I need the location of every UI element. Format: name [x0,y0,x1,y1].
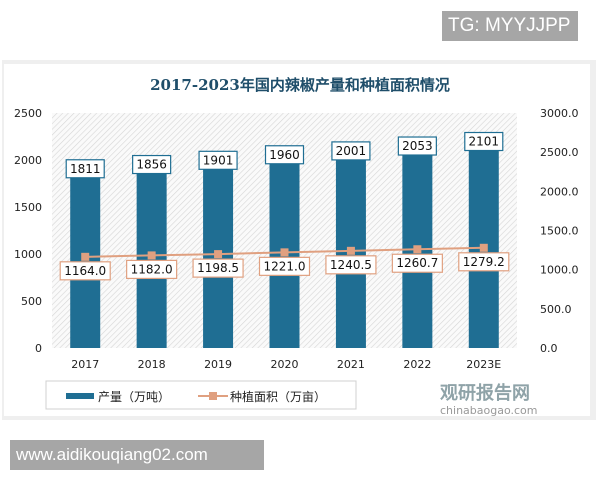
x-tick: 2021 [337,358,365,371]
y-right-tick: 3000.0 [540,107,579,120]
line-label: 1279.2 [463,255,505,269]
bar-label: 1856 [136,158,167,172]
x-tick: 2022 [403,358,431,371]
line-marker [413,245,422,254]
y-right-tick: 500.0 [540,303,572,316]
line-label: 1260.7 [396,256,438,270]
line-label-box [391,253,443,273]
bar-label: 2001 [336,144,367,158]
y-right-tick: 2500.0 [540,146,579,159]
legend-line-label: 种植面积（万亩） [230,389,326,404]
bar-label-box [198,150,238,170]
y-left-tick: 1000 [14,248,42,261]
bar-label: 2053 [402,139,433,153]
line-label: 1164.0 [64,264,106,278]
legend-bar-swatch [66,393,94,399]
watermark-bottom: www.aidikouqiang02.com [10,440,264,470]
line-marker [147,251,156,260]
logo-text: 观研报告网 [440,382,530,404]
line-marker [346,246,355,255]
legend-bar-label: 产量（万吨） [98,390,170,404]
line-marker [81,252,90,261]
y-right-tick: 1000.0 [540,264,579,277]
line-label: 1240.5 [330,258,372,272]
bar-label: 2101 [469,135,500,149]
watermark-top: TG: MYYJJPP [442,11,578,41]
bar-label: 1901 [203,153,234,167]
y-left-tick: 500 [21,295,42,308]
y-left-tick: 1500 [14,201,42,214]
logo-sub: chinabaogao.com [440,404,538,417]
bar-label-box [397,136,437,156]
x-tick: 2023E [466,358,501,371]
bar-label: 1960 [269,148,300,162]
line-marker [479,243,488,252]
line-label: 1198.5 [197,261,239,275]
line-label-box [59,261,111,281]
y-right-tick: 0.0 [540,342,558,355]
bar-label-box [264,145,305,165]
y-right-tick: 2000.0 [540,185,579,198]
line-label-box [325,255,377,275]
y-left-tick: 2000 [14,154,42,167]
y-right-tick: 1500.0 [540,225,579,238]
x-tick: 2017 [71,358,99,371]
line-label: 1182.0 [131,262,173,276]
line-marker [280,248,289,257]
legend-line-marker [209,392,217,400]
line-marker [214,250,223,259]
line-label: 1221.0 [264,259,306,273]
y-left-tick: 2500 [14,107,42,120]
line-label-box [458,252,510,272]
line-label-box [258,256,311,276]
chart-title: 2017-2023年国内辣椒产量和种植面积情况 [150,76,450,94]
y-left-tick: 0 [35,342,42,355]
line-label-box [192,258,244,278]
x-tick: 2019 [204,358,232,371]
bar-label-box [331,141,371,161]
x-tick: 2020 [271,358,299,371]
line-label-box [126,259,178,280]
bar-label-box [464,131,504,152]
x-tick: 2018 [138,358,166,371]
bar-label-box [65,159,105,179]
bar-label: 1811 [70,162,101,176]
bar-label-box [132,154,172,175]
